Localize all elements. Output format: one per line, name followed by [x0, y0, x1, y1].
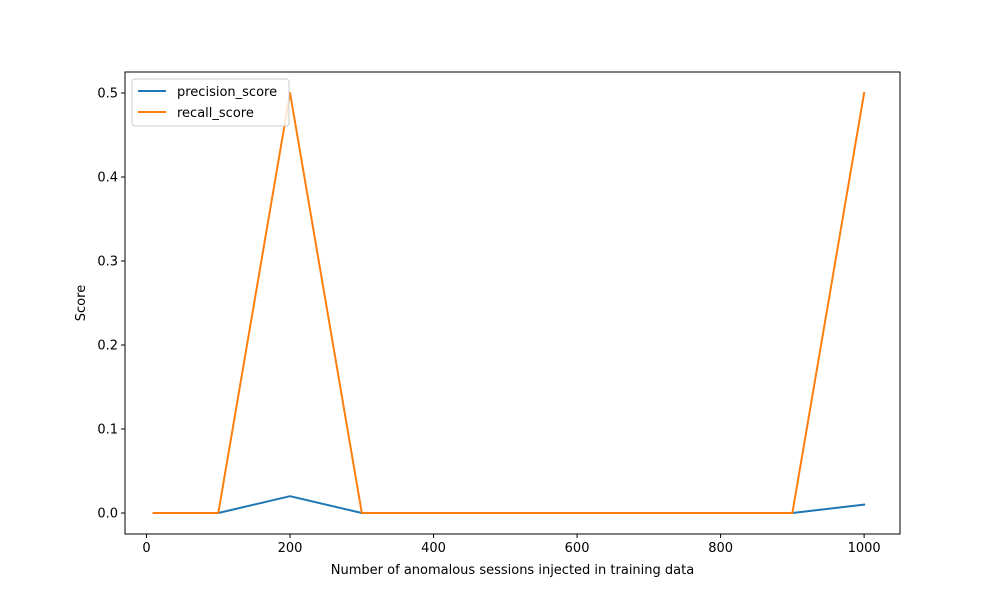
- y-axis: 0.0 0.1 0.2 0.3 0.4 0.5: [97, 87, 125, 522]
- legend-label-precision: precision_score: [177, 85, 277, 100]
- y-tick-label: 0.5: [97, 87, 118, 102]
- series-line-recall-score: [152, 91, 866, 514]
- y-tick-label: 0.0: [97, 507, 118, 522]
- y-axis-label: Score: [74, 285, 89, 321]
- x-tick-label: 200: [278, 541, 303, 556]
- x-axis-label: Number of anomalous sessions injected in…: [331, 563, 694, 578]
- y-tick-label: 0.4: [97, 171, 118, 186]
- y-tick-label: 0.3: [97, 255, 118, 270]
- x-tick-label: 0: [142, 541, 150, 556]
- legend-label-recall: recall_score: [177, 106, 254, 121]
- y-tick-label: 0.2: [97, 339, 118, 354]
- series-layer: [152, 91, 866, 514]
- x-axis: 0 200 400 600 800 1000: [142, 534, 881, 556]
- x-tick-label: 1000: [848, 541, 881, 556]
- legend-box: [131, 78, 290, 127]
- series-line-precision-score: [152, 495, 866, 514]
- y-tick-label: 0.1: [97, 423, 118, 438]
- x-tick-label: 400: [421, 541, 446, 556]
- legend: precision_score recall_score: [131, 78, 290, 127]
- axes-frame: [124, 71, 901, 535]
- x-tick-label: 800: [708, 541, 733, 556]
- x-tick-label: 600: [565, 541, 590, 556]
